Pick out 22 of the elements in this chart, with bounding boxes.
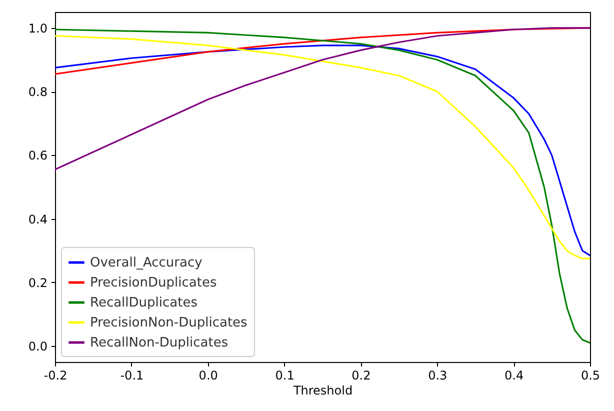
x-tick-label: 0.1 [275, 368, 294, 382]
legend-label: RecallNon-Duplicates [90, 336, 228, 350]
legend-label: PrecisionDuplicates [90, 276, 217, 290]
line-series [55, 27, 590, 75]
x-tick-label: 0.4 [504, 368, 524, 382]
y-tick-label: 0.6 [28, 148, 48, 163]
y-tick-label: 0.4 [28, 212, 48, 226]
x-axis-title: Threshold [292, 384, 353, 398]
x-tick-label: 0.0 [198, 368, 218, 382]
y-tick-label: 0.0 [28, 340, 48, 354]
line-series [55, 27, 590, 170]
x-tick-label: 0.5 [580, 368, 600, 382]
x-tick-label: -0.1 [120, 368, 144, 382]
x-tick-label: 0.2 [352, 368, 371, 382]
legend-label: RecallDuplicates [90, 296, 198, 310]
y-tick-label: 0.8 [28, 85, 48, 100]
y-tick-label: 0.2 [28, 276, 48, 290]
legend-label: Overall_Accuracy [90, 256, 203, 270]
y-tick-label: 1.0 [28, 21, 48, 36]
legend-label: PrecisionNon-Duplicates [90, 316, 248, 330]
x-tick-label: 0.3 [428, 368, 448, 382]
x-tick-label: -0.2 [44, 368, 68, 382]
